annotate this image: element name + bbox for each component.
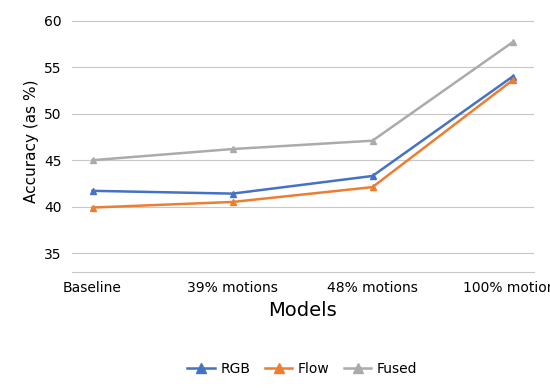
Y-axis label: Accuracy (as %): Accuracy (as %): [24, 80, 38, 203]
RGB: [369, 174, 376, 178]
Flow: [89, 205, 96, 210]
Line: RGB: RGB: [89, 73, 516, 197]
Fused: [89, 158, 96, 163]
RGB: [229, 191, 236, 196]
RGB: [89, 189, 96, 193]
RGB: [509, 74, 516, 79]
Fused: [509, 40, 516, 45]
Line: Fused: Fused: [89, 39, 516, 164]
Flow: [369, 185, 376, 189]
Line: Flow: Flow: [89, 77, 516, 211]
Fused: [369, 139, 376, 143]
Legend: RGB, Flow, Fused: RGB, Flow, Fused: [182, 357, 423, 382]
Flow: [229, 200, 236, 204]
Flow: [509, 78, 516, 83]
X-axis label: Models: Models: [268, 301, 337, 320]
Fused: [229, 147, 236, 151]
